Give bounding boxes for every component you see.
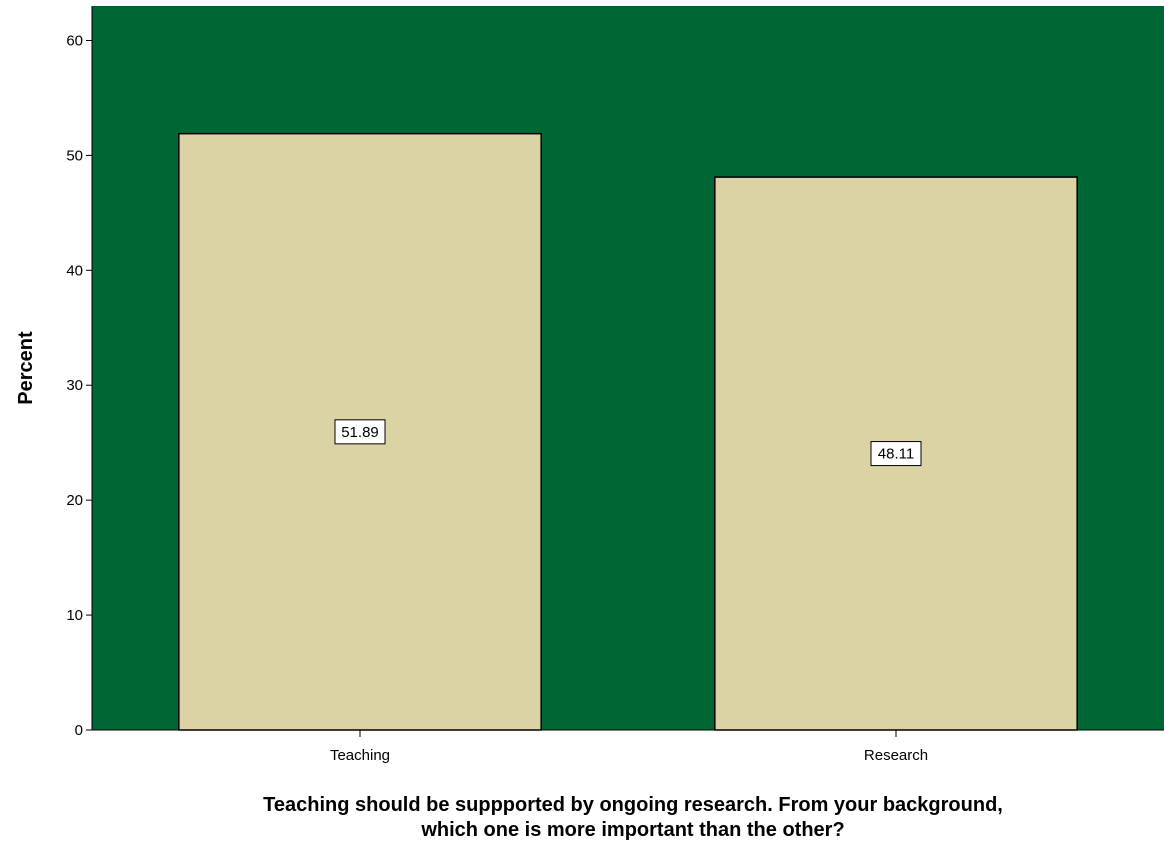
data-label-teaching: 51.89: [334, 419, 386, 445]
y-tick-label: 20: [66, 492, 83, 509]
y-tick-label: 0: [75, 722, 83, 739]
x-tick-label-research: Research: [864, 747, 928, 764]
y-tick-label: 10: [66, 607, 83, 624]
data-labels-group: 51.89 48.11: [334, 419, 922, 467]
y-ticks-group: 0 10 20 30 40 50 60: [66, 32, 92, 739]
x-ticks-group: Teaching Research: [330, 730, 928, 764]
y-tick-label: 50: [66, 147, 83, 164]
data-label-research: 48.11: [870, 441, 922, 467]
x-axis-title-line-2: which one is more important than the oth…: [420, 819, 844, 841]
data-label-text: 48.11: [878, 446, 914, 463]
data-label-box: [870, 441, 922, 467]
y-axis-title: Percent: [15, 331, 37, 405]
y-tick-label: 60: [66, 32, 83, 49]
y-tick-label: 40: [66, 262, 83, 279]
x-axis-title-line-1: Teaching should be suppported by ongoing…: [263, 794, 1003, 816]
data-label-box: [334, 419, 386, 445]
y-tick-label: 30: [66, 377, 83, 394]
x-tick-label-teaching: Teaching: [330, 747, 390, 764]
data-label-text: 51.89: [341, 424, 379, 441]
